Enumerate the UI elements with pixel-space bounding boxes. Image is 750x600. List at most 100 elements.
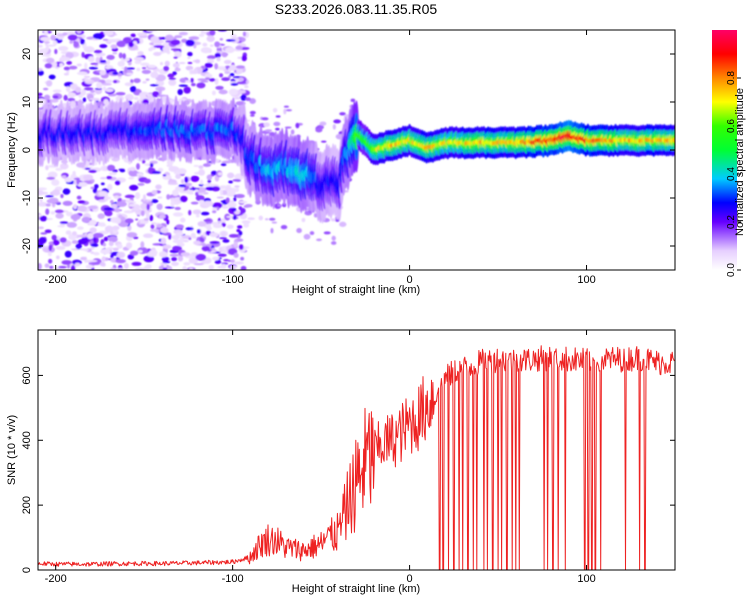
spectrogram-speckle <box>195 189 199 193</box>
spectrogram-speckle <box>177 255 184 262</box>
spectrogram-speckle <box>167 73 175 78</box>
spectrogram-speckle <box>309 231 315 236</box>
spectrogram-speckle <box>124 194 135 199</box>
spectrogram-x-tick-label: -200 <box>45 274 67 286</box>
spectrogram-speckle <box>226 172 235 179</box>
spectrogram-speckle <box>130 33 136 38</box>
colorbar-tick-label: 0.2 <box>726 215 737 229</box>
spectrogram-speckle <box>92 236 97 244</box>
spectrogram-speckle <box>197 229 201 234</box>
spectrogram-speckle <box>83 174 94 181</box>
spectrogram-speckle <box>167 182 179 185</box>
spectrogram-speckle <box>159 251 168 258</box>
spectrogram-speckle <box>151 189 158 195</box>
spectrogram-speckle <box>193 164 199 167</box>
spectrogram-speckle <box>200 30 205 35</box>
spectrogram-speckle <box>93 252 100 256</box>
spectrogram-speckle <box>116 201 127 207</box>
spectrogram-speckle <box>142 159 146 164</box>
spectrogram-speckle <box>38 226 44 230</box>
spectrogram-speckle <box>124 82 134 87</box>
spectrogram-speckle <box>180 217 186 223</box>
snr-y-tick-label: 400 <box>21 431 33 449</box>
spectrogram-speckle <box>244 203 253 208</box>
spectrogram-speckle <box>80 256 87 261</box>
spectrogram-speckle <box>59 237 67 243</box>
spectrogram-speckle <box>220 263 227 269</box>
spectrogram-speckle <box>188 36 200 40</box>
spectrogram-speckle <box>234 210 241 215</box>
spectrogram-speckle <box>48 74 56 80</box>
spectrogram-speckle <box>77 234 88 238</box>
spectrogram-speckle <box>221 52 228 58</box>
spectrogram-speckle <box>101 83 112 86</box>
spectrogram-speckle <box>106 164 116 171</box>
spectrogram-speckle <box>103 236 109 242</box>
spectrogram-speckle <box>115 259 126 264</box>
spectrogram-speckle <box>67 92 77 98</box>
spectrogram-speckle <box>153 40 165 44</box>
spectrogram-speckle <box>50 211 55 215</box>
spectrogram-speckle <box>166 219 170 225</box>
spectrogram-speckle <box>270 227 274 234</box>
colorbar-label: Normalized spectral amplitude <box>734 88 746 236</box>
spectrogram-speckle <box>116 243 123 249</box>
spectrogram-speckle <box>240 265 247 270</box>
snr-panel: -200 -100 0 100 0 200 400 600 Height of straig… <box>6 329 676 595</box>
spectrogram-x-ticks: -200 -100 0 100 <box>45 30 596 286</box>
spectrogram-speckle <box>200 211 210 216</box>
spectrogram-speckle <box>220 163 227 167</box>
spectrogram-speckle <box>218 246 223 253</box>
spectrogram-speckle <box>227 189 236 196</box>
spectrogram-speckle <box>226 224 234 229</box>
spectrogram-speckle <box>187 56 191 60</box>
spectrogram-speckle <box>176 168 187 175</box>
spectrogram-speckle <box>172 245 182 251</box>
spectrogram-speckle <box>170 200 175 208</box>
spectrogram-speckle <box>227 259 231 262</box>
spectrogram-speckle <box>206 55 216 60</box>
spectrogram-speckle <box>85 264 94 269</box>
spectrogram-speckle <box>275 127 280 131</box>
spectrogram-speckle <box>295 122 300 129</box>
spectrogram-speckle <box>129 206 133 209</box>
spectrogram-speckle <box>147 64 156 69</box>
spectrogram-speckle <box>127 61 132 66</box>
spectrogram-speckle <box>113 195 120 199</box>
spectrogram-speckle <box>172 189 179 197</box>
spectrogram-speckle <box>39 197 43 203</box>
spectrogram-speckle <box>240 256 245 261</box>
spectrogram-speckle <box>92 33 104 40</box>
spectrogram-speckle <box>65 52 74 59</box>
spectrogram-speckle <box>150 71 159 79</box>
spectrogram-speckle <box>143 255 155 263</box>
spectrogram-speckle <box>54 48 58 55</box>
spectrogram-speckle <box>99 44 108 49</box>
spectrogram-speckle <box>88 205 98 210</box>
spectrogram-speckle <box>233 252 239 258</box>
spectrogram-speckle <box>170 48 182 51</box>
spectrogram-speckle <box>204 62 213 68</box>
spectrogram-speckle <box>183 86 191 94</box>
spectrogram-speckle <box>50 98 59 103</box>
spectrogram-speckle <box>106 54 115 60</box>
spectrogram-speckle <box>133 236 139 239</box>
spectrogram-x-tick-label: -100 <box>222 274 244 286</box>
spectrogram-speckle <box>142 194 147 202</box>
spectrogram-speckle <box>100 177 107 180</box>
spectrogram-speckle <box>285 109 293 112</box>
spectrogram-speckle <box>157 167 164 173</box>
spectrogram-speckle <box>38 187 48 191</box>
spectrogram-speckle <box>155 184 162 190</box>
spectrogram-speckle <box>96 81 103 89</box>
spectrogram-speckle <box>45 57 55 64</box>
spectrogram-speckle <box>249 110 256 115</box>
spectrogram-speckle <box>177 88 183 96</box>
spectrogram-speckle <box>74 262 81 267</box>
spectrogram-speckle <box>136 163 140 170</box>
spectrogram-speckle <box>112 247 119 251</box>
spectrogram-speckle <box>44 63 53 69</box>
spectrogram-speckle <box>55 212 64 219</box>
spectrogram-speckle <box>208 187 214 191</box>
